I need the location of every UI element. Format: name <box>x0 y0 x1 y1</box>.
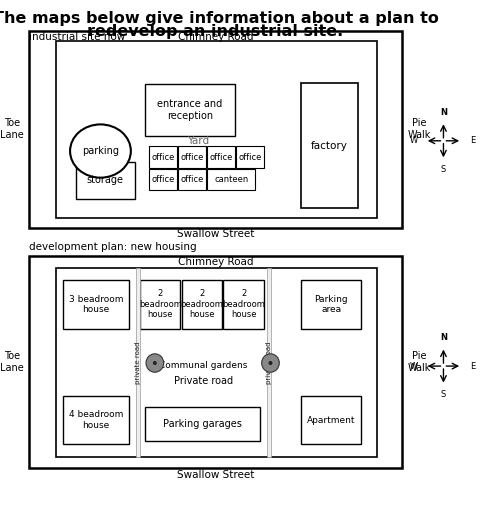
Text: 2
beadroom
house: 2 beadroom house <box>222 289 265 319</box>
Text: 4 beadroom
house: 4 beadroom house <box>69 411 123 430</box>
Bar <box>178 169 206 190</box>
Bar <box>178 146 206 168</box>
Text: Communal gardens: Communal gardens <box>159 360 247 370</box>
Bar <box>63 280 129 329</box>
Bar <box>267 268 271 457</box>
Text: Parking
area: Parking area <box>315 295 348 314</box>
Text: storage: storage <box>87 175 124 185</box>
Text: 2
beadroom
house: 2 beadroom house <box>180 289 223 319</box>
Bar <box>236 146 264 168</box>
Text: private road: private road <box>266 341 272 384</box>
Bar <box>149 169 177 190</box>
Bar <box>207 169 255 190</box>
Text: entrance and
reception: entrance and reception <box>157 99 222 121</box>
Text: N: N <box>440 333 447 342</box>
Text: Yard: Yard <box>187 136 210 146</box>
Text: office: office <box>239 153 262 162</box>
Circle shape <box>153 361 157 365</box>
Text: Pie
Walk: Pie Walk <box>408 351 431 373</box>
Text: factory: factory <box>311 141 348 151</box>
Bar <box>182 280 222 329</box>
Text: industrial site now: industrial site now <box>29 32 125 42</box>
Text: Parking garages: Parking garages <box>163 419 242 429</box>
Bar <box>136 268 140 457</box>
Text: Apartment: Apartment <box>307 416 355 424</box>
Text: private road: private road <box>135 341 141 384</box>
Text: W: W <box>410 136 418 145</box>
Bar <box>29 256 402 468</box>
Text: W: W <box>410 361 418 371</box>
Circle shape <box>262 354 279 372</box>
Text: Chimney Road: Chimney Road <box>178 257 253 267</box>
Bar <box>29 31 402 228</box>
Text: The maps below give information about a plan to: The maps below give information about a … <box>0 11 439 26</box>
Text: N: N <box>440 108 447 117</box>
Bar <box>145 407 260 441</box>
Text: E: E <box>470 361 475 371</box>
Bar <box>207 146 235 168</box>
Text: 2
beadroom
house: 2 beadroom house <box>139 289 182 319</box>
Text: office: office <box>210 153 233 162</box>
Text: Toe
Lane: Toe Lane <box>0 118 24 140</box>
Bar <box>56 41 377 218</box>
Bar <box>301 83 358 208</box>
Text: office: office <box>152 175 175 184</box>
Text: Private road: Private road <box>174 376 233 387</box>
Text: Toe
Lane: Toe Lane <box>0 351 24 373</box>
Bar <box>145 84 235 136</box>
Text: S: S <box>441 165 446 174</box>
Text: office: office <box>181 175 204 184</box>
Text: Swallow Street: Swallow Street <box>177 470 254 480</box>
Text: Pie
Walk: Pie Walk <box>408 118 431 140</box>
Text: S: S <box>441 390 446 399</box>
Circle shape <box>269 361 272 365</box>
Bar <box>223 280 264 329</box>
Circle shape <box>146 354 164 372</box>
Text: office: office <box>181 153 204 162</box>
Text: parking: parking <box>82 146 119 156</box>
Bar <box>149 146 177 168</box>
Text: redevelop an industrial site.: redevelop an industrial site. <box>88 24 343 39</box>
Circle shape <box>172 110 260 202</box>
Bar <box>301 396 361 444</box>
Text: canteen: canteen <box>214 175 248 184</box>
Text: E: E <box>470 136 475 145</box>
Ellipse shape <box>70 124 131 178</box>
Text: Swallow Street: Swallow Street <box>177 229 254 239</box>
Bar <box>56 268 377 457</box>
Text: Chimney Road: Chimney Road <box>178 32 253 42</box>
Bar <box>140 280 180 329</box>
Bar <box>301 280 361 329</box>
Text: office: office <box>152 153 175 162</box>
Bar <box>63 396 129 444</box>
Text: 3 beadroom
house: 3 beadroom house <box>69 295 123 314</box>
Text: development plan: new housing: development plan: new housing <box>29 242 197 252</box>
Bar <box>76 162 135 199</box>
